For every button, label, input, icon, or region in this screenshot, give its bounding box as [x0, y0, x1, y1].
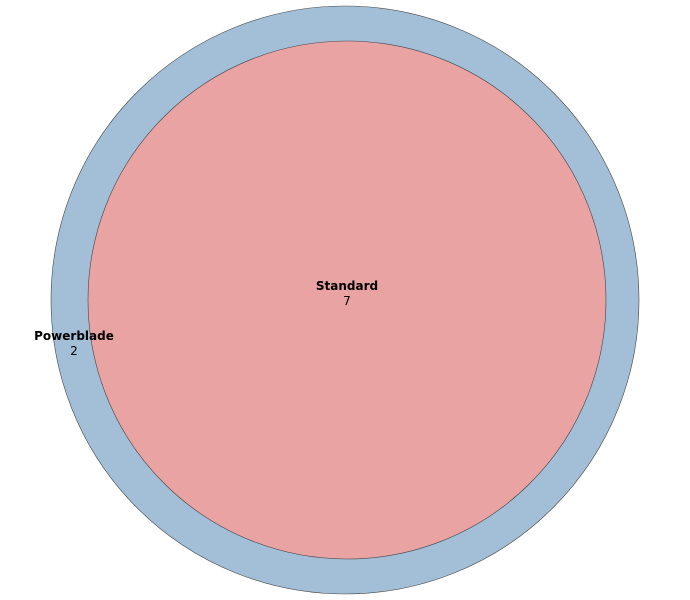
- circle-standard: [87, 40, 607, 560]
- label-powerblade-name: Powerblade: [34, 329, 114, 343]
- label-standard-value: 7: [343, 294, 351, 308]
- label-standard-name: Standard: [316, 279, 378, 293]
- label-powerblade-value: 2: [70, 344, 78, 358]
